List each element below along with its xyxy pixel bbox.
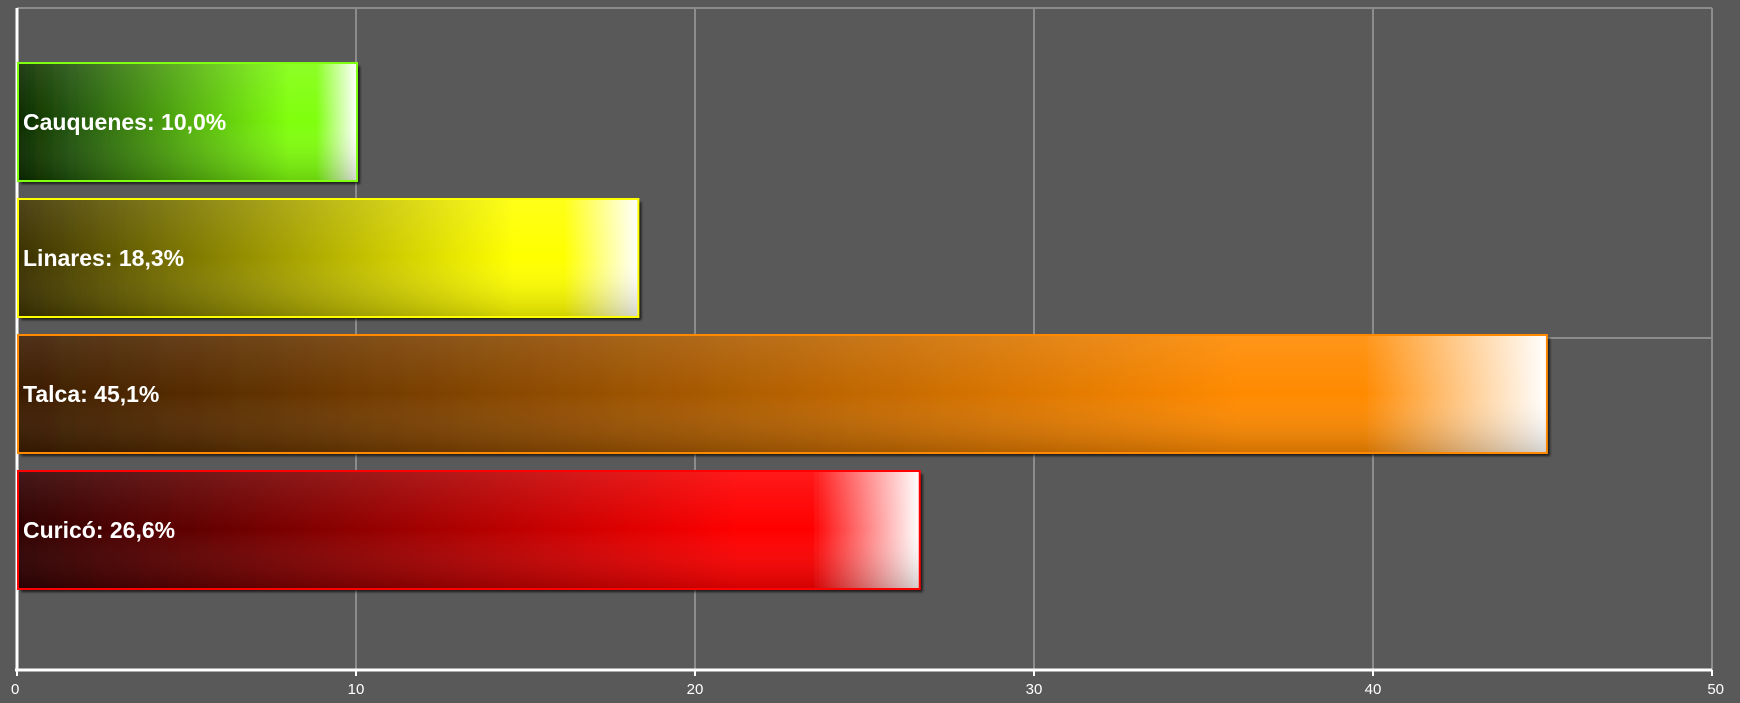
bar-label: Linares: 18,3%	[23, 245, 184, 271]
x-tick-labels: 0 10 20 30 40 50	[11, 681, 1724, 698]
bar-curicó	[17, 470, 921, 590]
bar-outline	[17, 198, 640, 318]
bar-shade	[18, 471, 920, 589]
bar-labels: Cauquenes: 10,0% Linares: 18,3% Talca: 45,…	[23, 109, 226, 543]
x-tick-label: 40	[1365, 681, 1382, 698]
bar-outline	[17, 62, 358, 182]
bar-label: Curicó: 26,6%	[23, 517, 175, 543]
bar-cauquenes	[17, 62, 358, 182]
bar-talca	[17, 334, 1548, 454]
x-tick-label: 50	[1707, 681, 1724, 698]
x-tick-label: 30	[1026, 681, 1043, 698]
bars	[17, 62, 1548, 590]
bar-label: Talca: 45,1%	[23, 381, 159, 407]
bar-shade	[18, 335, 1547, 453]
bar-shade	[18, 199, 639, 317]
bar-label: Cauquenes: 10,0%	[23, 109, 226, 135]
x-tick-label: 0	[11, 681, 19, 698]
x-tick-label: 20	[687, 681, 704, 698]
bar-outline	[17, 334, 1548, 454]
bar-linares	[17, 198, 640, 318]
bar-outline	[17, 470, 921, 590]
bar-shade	[18, 63, 357, 181]
x-tick-label: 10	[348, 681, 365, 698]
